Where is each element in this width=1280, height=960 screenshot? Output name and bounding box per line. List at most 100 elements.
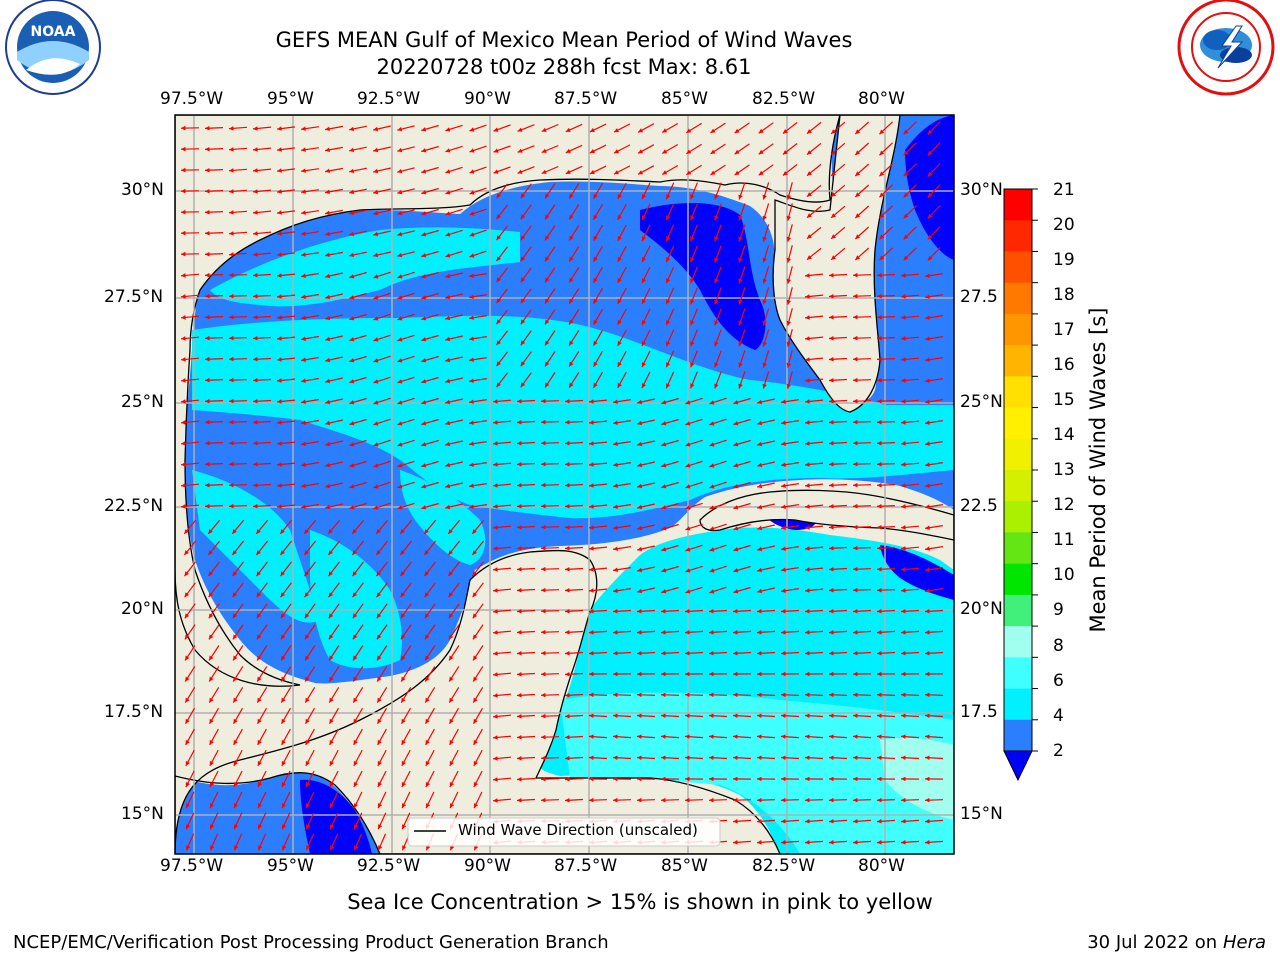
wind-wave-arrowhead — [280, 550, 285, 555]
footer-credit: NCEP/EMC/Verification Post Processing Pr… — [13, 932, 609, 953]
wind-wave-arrowhead — [709, 692, 714, 698]
wind-wave-arrowhead — [469, 399, 474, 404]
wind-wave-arrowhead — [855, 171, 861, 176]
wind-wave-arrowhead — [661, 630, 666, 635]
wind-wave-arrowhead — [349, 421, 355, 426]
wind-wave-arrowhead — [925, 651, 930, 656]
wind-wave-arrowhead — [685, 589, 691, 594]
wind-wave-arrowhead — [305, 718, 310, 724]
wind-wave-arrowhead — [301, 210, 306, 215]
colorbar-label: Mean Period of Wind Waves [s] — [1086, 307, 1110, 633]
wind-wave-arrowhead — [209, 718, 214, 724]
wind-wave-arrowhead — [925, 630, 930, 635]
wind-wave-arrowhead — [569, 214, 574, 220]
wind-wave-arrowhead — [565, 483, 570, 488]
wind-wave-arrowhead — [258, 803, 262, 809]
wind-wave-arrowhead — [256, 592, 262, 598]
wind-wave-arrowhead — [589, 169, 595, 174]
wind-wave-arrowhead — [685, 776, 690, 782]
wind-wave-arrowhead — [325, 273, 331, 279]
wind-wave-arrowhead — [714, 383, 719, 389]
wind-wave-arrowhead — [613, 567, 618, 572]
wind-wave-arrowhead — [541, 461, 546, 467]
lon-label-top: 80°W — [858, 89, 905, 109]
wind-wave-arrowhead — [473, 760, 478, 766]
wind-wave-arrowhead — [685, 526, 691, 531]
wind-wave-arrowhead — [901, 630, 906, 635]
wind-wave-arrowhead — [517, 777, 522, 782]
wind-wave-arrowhead — [662, 149, 668, 154]
wind-wave-arrowhead — [829, 441, 834, 446]
wind-wave-arrowhead — [565, 756, 570, 761]
wind-wave-arrowhead — [257, 739, 262, 745]
wind-wave-arrowhead — [469, 357, 474, 362]
wind-wave-arrowhead — [445, 211, 451, 216]
wind-wave-arrowhead — [349, 126, 354, 132]
cyan-band-west — [192, 470, 320, 623]
wind-wave-arrowhead — [805, 567, 810, 572]
wind-wave-arrowhead — [473, 697, 478, 703]
wind-wave-arrowhead — [877, 504, 882, 509]
wind-wave-arrowhead — [253, 189, 258, 194]
wind-wave-arrowhead — [853, 482, 858, 488]
wind-wave-arrowhead — [301, 336, 306, 341]
wind-wave-arrowhead — [877, 420, 882, 425]
wind-wave-arrowhead — [397, 231, 403, 237]
wind-wave-arrowhead — [233, 655, 238, 661]
wind-wave-arrowhead — [565, 127, 571, 132]
wind-wave-arrowhead — [277, 294, 282, 299]
wind-wave-arrowhead — [853, 356, 858, 362]
wind-wave-arrowhead — [733, 840, 738, 845]
wind-wave-arrowhead — [301, 378, 306, 383]
wind-wave-arrowhead — [349, 463, 355, 468]
wind-wave-arrowhead — [662, 128, 668, 133]
wind-wave-arrowhead — [421, 295, 427, 300]
wind-wave-arrowhead — [901, 399, 906, 404]
wind-wave-arrowhead — [325, 378, 331, 384]
colorbar-band — [1004, 594, 1032, 627]
wind-wave-arrowhead — [301, 168, 306, 173]
wind-wave-arrowhead — [397, 484, 403, 489]
wind-wave-arrowhead — [642, 236, 646, 242]
lat-label-left: 17.5°N — [104, 702, 164, 722]
wind-wave-arrowhead — [733, 568, 739, 573]
wind-wave-arrowhead — [469, 315, 474, 320]
wind-wave-arrowhead — [757, 797, 762, 803]
wind-wave-arrowhead — [786, 215, 791, 221]
wind-wave-arrowhead — [781, 630, 786, 635]
wind-wave-arrowhead — [666, 341, 671, 347]
wind-wave-arrowhead — [569, 298, 574, 304]
wind-wave-arrowhead — [397, 147, 403, 153]
wind-wave-arrowhead — [233, 782, 238, 787]
wind-wave-arrowhead — [397, 252, 403, 258]
wind-wave-arrowhead — [901, 420, 906, 425]
wind-wave-arrowhead — [877, 273, 882, 278]
wind-wave-arrowhead — [186, 824, 191, 830]
wind-wave-arrowhead — [301, 252, 306, 257]
wind-wave-arrowhead — [642, 194, 646, 200]
wind-wave-arrowhead — [421, 505, 427, 510]
wind-wave-arrowhead — [786, 383, 791, 389]
wind-wave-arrowhead — [517, 756, 522, 761]
wind-wave-arrowhead — [493, 651, 498, 656]
wind-wave-arrowhead — [829, 504, 834, 509]
wind-wave-arrowhead — [805, 776, 810, 782]
wind-wave-arrowhead — [205, 419, 210, 425]
wind-wave-arrowhead — [253, 504, 258, 509]
wind-wave-arrowhead — [829, 483, 834, 488]
wind-wave-arrowhead — [208, 613, 214, 619]
wind-wave-arrowhead — [661, 734, 666, 739]
wind-wave-arrowhead — [565, 399, 570, 404]
wind-wave-arrowhead — [710, 128, 716, 133]
wind-wave-arrowhead — [496, 277, 501, 283]
wind-wave-arrowhead — [829, 713, 834, 718]
wind-wave-arrowhead — [661, 755, 666, 760]
wind-wave-arrowhead — [329, 760, 334, 766]
wind-wave-arrowhead — [253, 336, 258, 341]
colorbar-band — [1004, 657, 1032, 690]
wind-wave-arrowhead — [593, 340, 598, 346]
wind-wave-arrowhead — [184, 613, 190, 619]
wind-wave-arrowhead — [901, 755, 906, 760]
colorbar-tick: 14 — [1053, 425, 1075, 445]
wind-wave-arrowhead — [614, 128, 619, 133]
